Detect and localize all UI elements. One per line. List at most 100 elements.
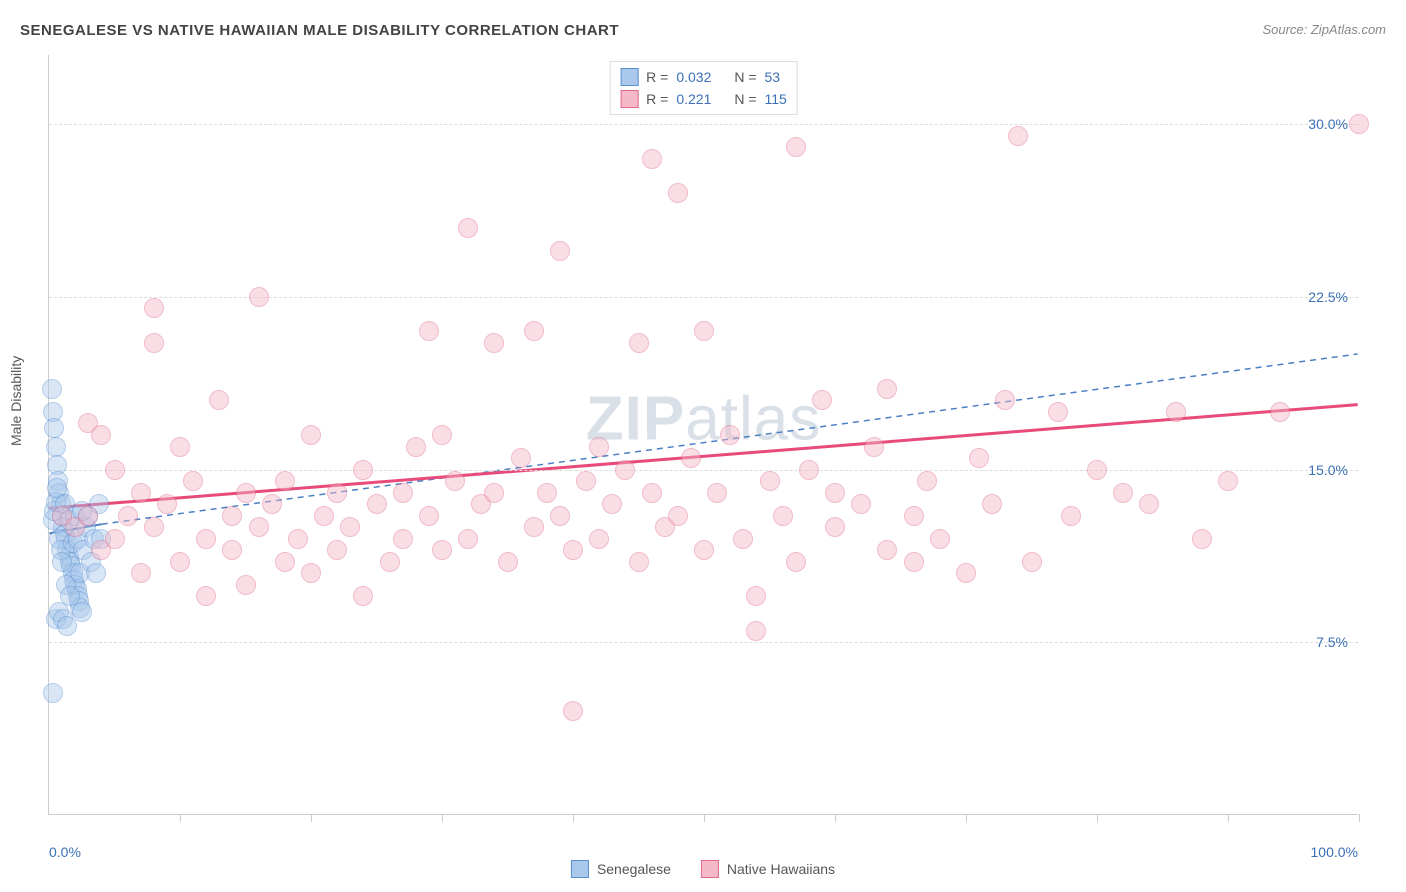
data-point xyxy=(1061,506,1081,526)
chart-container: SENEGALESE VS NATIVE HAWAIIAN MALE DISAB… xyxy=(0,0,1406,892)
data-point xyxy=(1113,483,1133,503)
legend-label: Senegalese xyxy=(597,861,671,877)
data-point xyxy=(222,540,242,560)
y-tick-label: 30.0% xyxy=(1308,116,1348,132)
data-point xyxy=(393,529,413,549)
gridline xyxy=(49,297,1358,298)
data-point xyxy=(877,540,897,560)
data-point xyxy=(340,517,360,537)
data-point xyxy=(825,517,845,537)
x-tick xyxy=(1097,814,1098,822)
data-point xyxy=(694,321,714,341)
legend-swatch xyxy=(571,860,589,878)
chart-title: SENEGALESE VS NATIVE HAWAIIAN MALE DISAB… xyxy=(20,22,619,39)
watermark: ZIPatlas xyxy=(586,384,821,455)
data-point xyxy=(930,529,950,549)
plot-area: ZIPatlas R =0.032N =53R =0.221N =115 7.5… xyxy=(48,55,1358,815)
stats-legend: R =0.032N =53R =0.221N =115 xyxy=(609,61,798,115)
data-point xyxy=(262,494,282,514)
data-point xyxy=(733,529,753,549)
x-tick xyxy=(442,814,443,822)
data-point xyxy=(629,333,649,353)
data-point xyxy=(484,333,504,353)
data-point xyxy=(327,540,347,560)
data-point xyxy=(904,506,924,526)
data-point xyxy=(393,483,413,503)
data-point xyxy=(864,437,884,457)
data-point xyxy=(1139,494,1159,514)
data-point xyxy=(144,333,164,353)
legend-swatch xyxy=(620,68,638,86)
data-point xyxy=(419,506,439,526)
data-point xyxy=(458,218,478,238)
data-point xyxy=(995,390,1015,410)
n-value: 53 xyxy=(765,69,781,85)
x-tick xyxy=(180,814,181,822)
data-point xyxy=(904,552,924,572)
data-point xyxy=(105,460,125,480)
data-point xyxy=(511,448,531,468)
data-point xyxy=(1008,126,1028,146)
data-point xyxy=(183,471,203,491)
x-tick xyxy=(1359,814,1360,822)
data-point xyxy=(46,437,66,457)
data-point xyxy=(170,552,190,572)
data-point xyxy=(222,506,242,526)
r-value: 0.221 xyxy=(676,91,726,107)
series-legend: SenegaleseNative Hawaiians xyxy=(571,860,835,878)
n-label: N = xyxy=(734,69,756,85)
r-value: 0.032 xyxy=(676,69,726,85)
data-point xyxy=(458,529,478,549)
data-point xyxy=(629,552,649,572)
data-point xyxy=(746,621,766,641)
data-point xyxy=(144,298,164,318)
data-point xyxy=(275,552,295,572)
y-tick-label: 15.0% xyxy=(1308,462,1348,478)
trend-lines xyxy=(49,55,1358,814)
gridline xyxy=(49,470,1358,471)
data-point xyxy=(105,529,125,549)
data-point xyxy=(1349,114,1369,134)
data-point xyxy=(1166,402,1186,422)
data-point xyxy=(406,437,426,457)
data-point xyxy=(812,390,832,410)
data-point xyxy=(353,460,373,480)
data-point xyxy=(118,506,138,526)
data-point xyxy=(432,540,452,560)
data-point xyxy=(681,448,701,468)
data-point xyxy=(170,437,190,457)
gridline xyxy=(49,124,1358,125)
gridline xyxy=(49,642,1358,643)
data-point xyxy=(419,321,439,341)
x-tick xyxy=(704,814,705,822)
data-point xyxy=(707,483,727,503)
data-point xyxy=(42,379,62,399)
data-point xyxy=(1022,552,1042,572)
y-axis-label: Male Disability xyxy=(8,356,24,446)
data-point xyxy=(57,616,77,636)
data-point xyxy=(668,506,688,526)
data-point xyxy=(91,425,111,445)
data-point xyxy=(52,552,72,572)
legend-swatch xyxy=(620,90,638,108)
n-value: 115 xyxy=(765,91,787,107)
data-point xyxy=(249,517,269,537)
data-point xyxy=(1048,402,1068,422)
data-point xyxy=(799,460,819,480)
data-point xyxy=(786,552,806,572)
data-point xyxy=(694,540,714,560)
data-point xyxy=(301,563,321,583)
x-tick-label: 100.0% xyxy=(1311,844,1358,860)
data-point xyxy=(773,506,793,526)
stats-legend-row: R =0.221N =115 xyxy=(620,88,787,110)
stats-legend-row: R =0.032N =53 xyxy=(620,66,787,88)
data-point xyxy=(432,425,452,445)
data-point xyxy=(1218,471,1238,491)
data-point xyxy=(131,483,151,503)
data-point xyxy=(301,425,321,445)
data-point xyxy=(720,425,740,445)
data-point xyxy=(196,529,216,549)
data-point xyxy=(524,517,544,537)
data-point xyxy=(144,517,164,537)
legend-item: Senegalese xyxy=(571,860,671,878)
